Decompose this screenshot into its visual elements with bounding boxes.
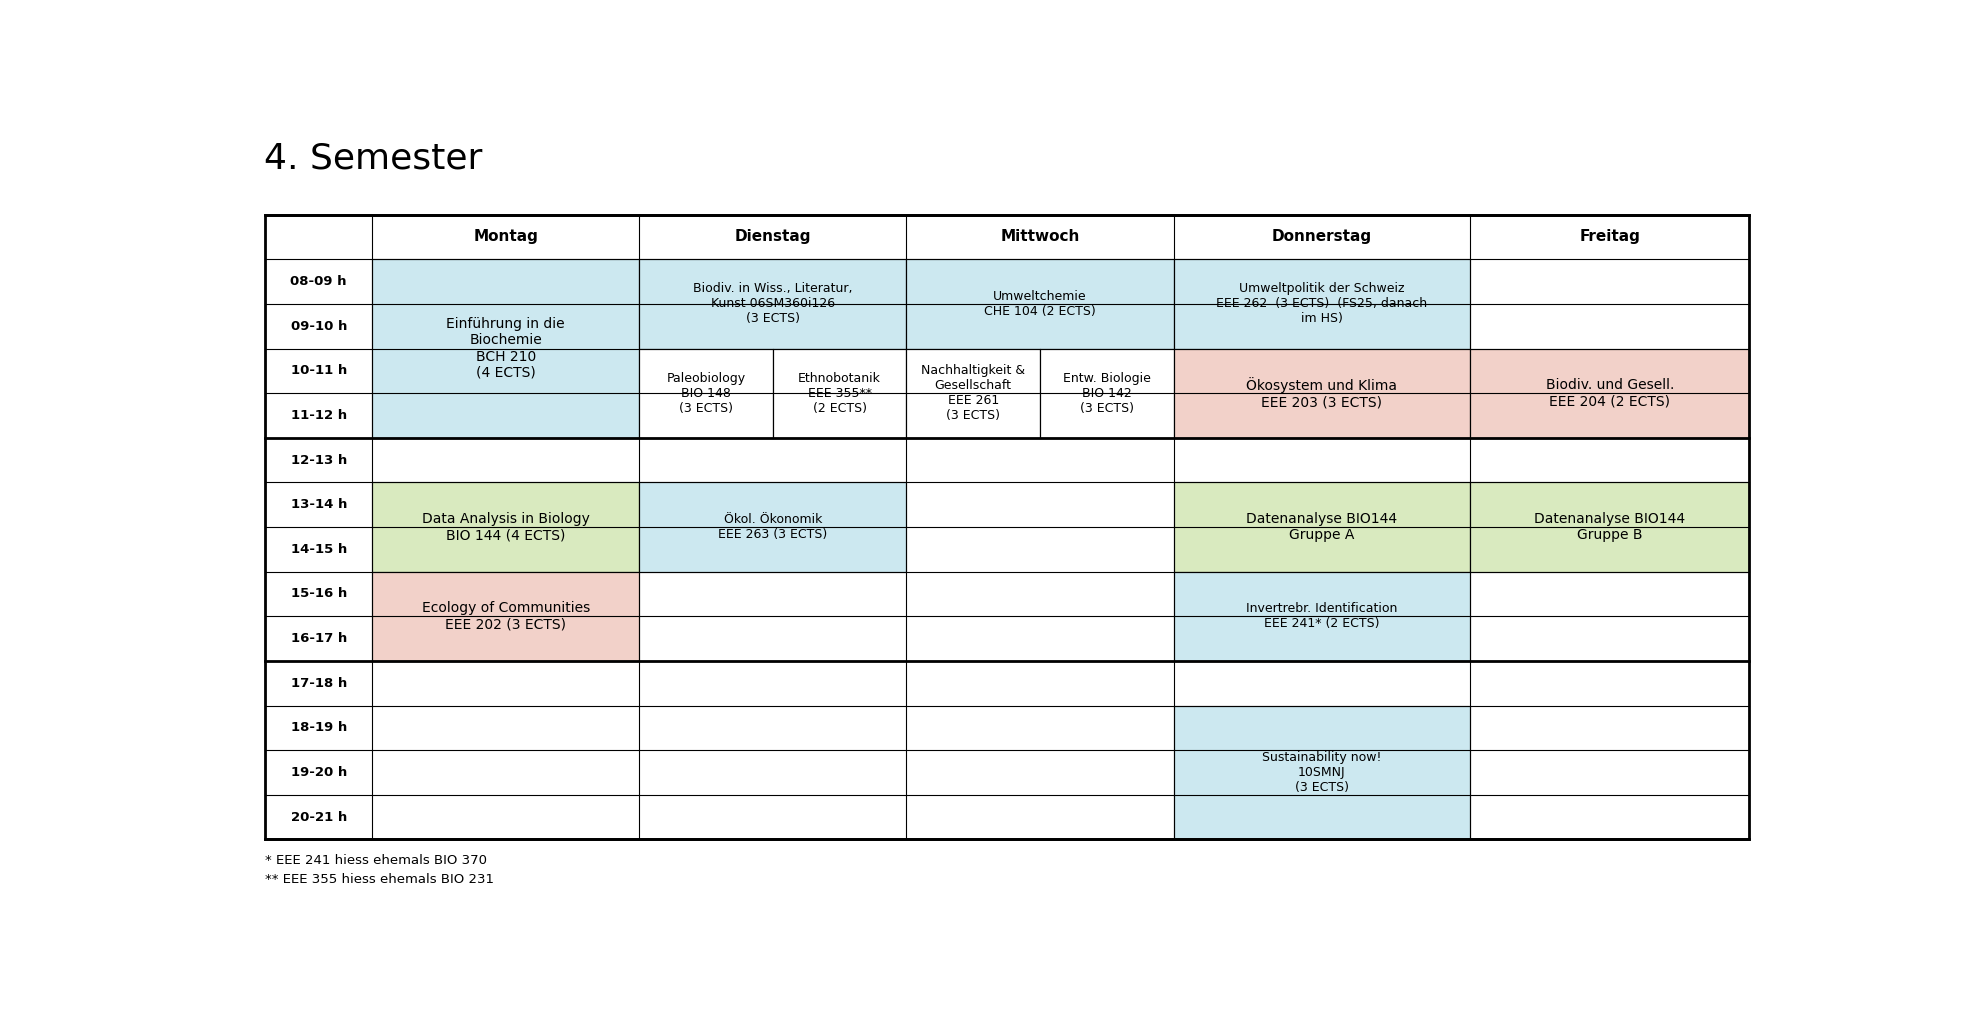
Text: Ökol. Ökonomik
EEE 263 (3 ECTS): Ökol. Ökonomik EEE 263 (3 ECTS) [719, 513, 827, 541]
Bar [1174, 260, 1471, 348]
Text: Dienstag: Dienstag [735, 229, 811, 244]
Text: Einführung in die
Biochemie
BCH 210
(4 ECTS): Einführung in die Biochemie BCH 210 (4 E… [446, 318, 566, 380]
Text: 14-15 h: 14-15 h [291, 543, 348, 556]
Text: Nachhaltigkeit &
Gesellschaft
EEE 261
(3 ECTS): Nachhaltigkeit & Gesellschaft EEE 261 (3… [921, 364, 1025, 422]
Bar [638, 260, 907, 348]
Text: ** EEE 355 hiess ehemals BIO 231: ** EEE 355 hiess ehemals BIO 231 [265, 873, 495, 886]
Text: Biodiv. in Wiss., Literatur,
Kunst 06SM360i126
(3 ECTS): Biodiv. in Wiss., Literatur, Kunst 06SM3… [693, 282, 852, 326]
Text: Umweltpolitik der Schweiz
EEE 262  (3 ECTS)  (FS25, danach
im HS): Umweltpolitik der Schweiz EEE 262 (3 ECT… [1216, 282, 1428, 326]
Text: Ökosystem und Klima
EEE 203 (3 ECTS): Ökosystem und Klima EEE 203 (3 ECTS) [1247, 377, 1398, 409]
Text: * EEE 241 hiess ehemals BIO 370: * EEE 241 hiess ehemals BIO 370 [265, 853, 487, 866]
Text: Biodiv. und Gesell.
EEE 204 (2 ECTS): Biodiv. und Gesell. EEE 204 (2 ECTS) [1546, 378, 1673, 408]
Text: 20-21 h: 20-21 h [291, 810, 348, 824]
Text: Freitag: Freitag [1579, 229, 1640, 244]
Text: Data Analysis in Biology
BIO 144 (4 ECTS): Data Analysis in Biology BIO 144 (4 ECTS… [422, 512, 589, 543]
Bar [1174, 572, 1471, 661]
Text: Montag: Montag [473, 229, 538, 244]
Text: 17-18 h: 17-18 h [291, 677, 348, 690]
Text: Donnerstag: Donnerstag [1273, 229, 1373, 244]
Bar [1471, 483, 1750, 572]
Bar [1174, 705, 1471, 840]
Text: 12-13 h: 12-13 h [291, 454, 348, 466]
Text: Sustainability now!
10SMNJ
(3 ECTS): Sustainability now! 10SMNJ (3 ECTS) [1263, 751, 1383, 794]
Bar [265, 215, 1750, 840]
Text: 4. Semester: 4. Semester [263, 142, 481, 176]
Bar [907, 348, 1041, 438]
Text: Datenanalyse BIO144
Gruppe B: Datenanalyse BIO144 Gruppe B [1534, 512, 1685, 543]
Bar [265, 215, 1750, 840]
Text: Invertrebr. Identification
EEE 241* (2 ECTS): Invertrebr. Identification EEE 241* (2 E… [1247, 603, 1398, 630]
Text: Umweltchemie
CHE 104 (2 ECTS): Umweltchemie CHE 104 (2 ECTS) [984, 290, 1096, 318]
Text: 08-09 h: 08-09 h [291, 275, 348, 288]
Text: Ethnobotanik
EEE 355**
(2 ECTS): Ethnobotanik EEE 355** (2 ECTS) [797, 372, 882, 414]
Text: 18-19 h: 18-19 h [291, 722, 348, 734]
Text: 10-11 h: 10-11 h [291, 364, 348, 378]
Text: Entw. Biologie
BIO 142
(3 ECTS): Entw. Biologie BIO 142 (3 ECTS) [1063, 372, 1151, 414]
Text: Paleobiology
BIO 148
(3 ECTS): Paleobiology BIO 148 (3 ECTS) [666, 372, 746, 414]
Bar [371, 572, 638, 661]
Text: 19-20 h: 19-20 h [291, 766, 348, 779]
Bar [638, 348, 772, 438]
Text: 16-17 h: 16-17 h [291, 632, 348, 645]
Bar [1174, 348, 1471, 438]
Text: Ecology of Communities
EEE 202 (3 ECTS): Ecology of Communities EEE 202 (3 ECTS) [422, 602, 589, 631]
Bar [907, 260, 1174, 348]
Text: Mittwoch: Mittwoch [1000, 229, 1080, 244]
Text: 15-16 h: 15-16 h [291, 587, 348, 601]
Bar [1471, 348, 1750, 438]
Bar [1174, 483, 1471, 572]
Text: 09-10 h: 09-10 h [291, 320, 348, 333]
Bar [371, 483, 638, 572]
Bar [772, 348, 907, 438]
Text: Datenanalyse BIO144
Gruppe A: Datenanalyse BIO144 Gruppe A [1247, 512, 1398, 543]
Bar [371, 260, 638, 438]
Text: 11-12 h: 11-12 h [291, 409, 348, 422]
Bar [1041, 348, 1174, 438]
Text: 13-14 h: 13-14 h [291, 498, 348, 511]
Bar [638, 483, 907, 572]
